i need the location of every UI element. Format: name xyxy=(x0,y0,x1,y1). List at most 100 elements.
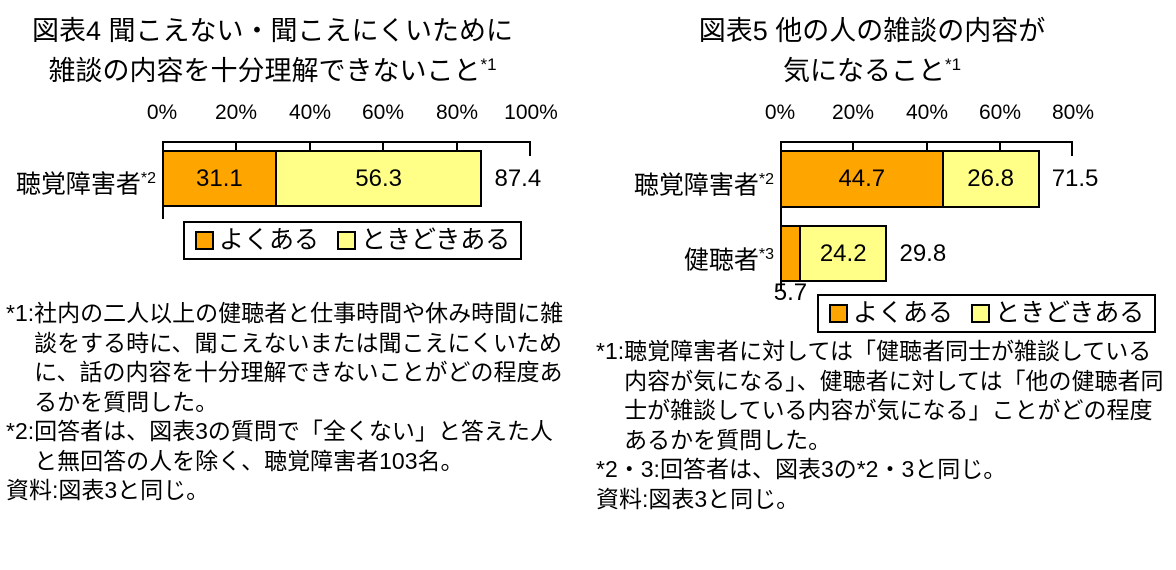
axis-tick-label: 80% xyxy=(1051,101,1095,124)
category-text: 聴覚障害者 xyxy=(633,171,759,200)
title-superscript: *1 xyxy=(944,55,962,74)
figure5-category-label-kenchou: 健聴者*3 xyxy=(594,240,774,275)
figure5-axis-labels: 0% 20% 40% 60% 80% xyxy=(765,101,1094,127)
footnote-source: 資料: 図表3と同じ。 xyxy=(6,476,572,506)
bar-segment-tokidoki: 26.8 xyxy=(941,150,1040,208)
axis-tick-label: 100% xyxy=(504,101,558,124)
footnote-text: 回答者は、図表3の質問で「全くない」と答えた人と無回答の人を除く、聴覚障害者10… xyxy=(34,418,553,474)
category-superscript: *3 xyxy=(758,246,774,263)
figure4-legend: よくある ときどきある xyxy=(183,221,523,260)
title-text: 図表4 聞こえない・聞こえにくいために xyxy=(32,16,513,46)
title-text: 図表5 他の人の雑談の内容が xyxy=(698,16,1046,46)
title-superscript: *1 xyxy=(480,55,497,74)
axis-end-tick xyxy=(529,143,531,156)
footnote-2-3: *2・3: 回答者は、図表3の*2・3と同じ。 xyxy=(596,455,1174,485)
figure4-value-axis-line xyxy=(162,141,531,156)
legend-swatch-yellow-icon xyxy=(337,231,357,250)
footnote-label: *2: xyxy=(6,418,35,444)
footnote-label: *1: xyxy=(6,300,35,326)
footnote-1: *1: 聴覚障害者に対しては「健聴者同士が雑談している内容が気になる」、健聴者に対… xyxy=(596,337,1174,455)
segment-value-label: 24.2 xyxy=(819,239,867,267)
legend-item-yokuaru: よくある xyxy=(829,299,953,328)
axis-tick xyxy=(308,143,311,151)
footnote-2: *2: 回答者は、図表3の質問で「全くない」と答えた人と無回答の人を除く、聴覚障害… xyxy=(6,417,572,476)
footnote-label: *2・3: xyxy=(596,456,660,482)
legend-label: ときどきある xyxy=(361,226,511,254)
figure5-value-axis-line xyxy=(780,141,1073,156)
category-text: 健聴者 xyxy=(683,246,759,275)
figure5-category-label-choukaku: 聴覚障害者*2 xyxy=(594,165,774,200)
category-superscript: *2 xyxy=(758,171,774,188)
footnote-label: *1: xyxy=(596,338,625,364)
figure5-bar-choukaku: 44.7 26.8 71.5 xyxy=(780,150,1098,208)
footnote-label: 資料: xyxy=(6,477,59,503)
legend-label: よくある xyxy=(853,299,954,327)
title-text: 気になること xyxy=(782,56,945,86)
axis-tick-label: 80% xyxy=(435,101,479,124)
segment-value-label-below: 5.7 xyxy=(773,279,808,306)
total-value-label: 71.5 xyxy=(1051,165,1099,192)
total-value-label: 29.8 xyxy=(899,239,947,267)
footnote-text: 回答者は、図表3の*2・3と同じ。 xyxy=(659,456,1007,482)
figure5-legend: よくある ときどきある xyxy=(817,294,1157,333)
legend-label: よくある xyxy=(219,226,320,254)
figure4-title: 図表4 聞こえない・聞こえにくいために 雑談の内容を十分理解できないこと*1 xyxy=(0,14,545,88)
legend-swatch-yellow-icon xyxy=(971,304,991,323)
figure5-category-axis-line xyxy=(780,141,782,290)
footnote-text: 社内の二人以上の健聴者と仕事時間や休み時間に雑談をする時に、聞こえないまたは聞こ… xyxy=(34,300,564,415)
footnote-source: 資料: 図表3と同じ。 xyxy=(596,485,1174,515)
segment-value-label: 56.3 xyxy=(355,164,402,192)
bar-segment-tokidoki: 56.3 xyxy=(274,150,483,207)
title-text: 雑談の内容を十分理解できないこと xyxy=(48,56,481,86)
figure4-footnotes: *1: 社内の二人以上の健聴者と仕事時間や休み時間に雑談をする時に、聞こえないまた… xyxy=(6,299,572,506)
figure4-title-line1: 図表4 聞こえない・聞こえにくいために xyxy=(0,14,545,48)
footnote-text: 図表3と同じ。 xyxy=(648,485,800,512)
figure5-title-line1: 図表5 他の人の雑談の内容が xyxy=(594,14,1150,48)
axis-tick xyxy=(852,143,855,151)
axis-tick xyxy=(998,143,1001,151)
axis-tick-label: 0% xyxy=(146,101,178,124)
axis-tick xyxy=(925,143,928,151)
footnote-1: *1: 社内の二人以上の健聴者と仕事時間や休み時間に雑談をする時に、聞こえないまた… xyxy=(6,299,572,417)
figure5-bar-kenchou: 5.7 24.2 29.8 xyxy=(774,225,947,306)
legend-swatch-orange-icon xyxy=(195,231,214,250)
figure4-axis-labels: 0% 20% 40% 60% 80% 100% xyxy=(147,101,558,127)
footnote-label: 資料: xyxy=(596,485,649,512)
bar-segment-yokuaru: 31.1 xyxy=(162,150,277,207)
bar-segment-yokuaru: 44.7 xyxy=(780,150,944,208)
figure-4: 図表4 聞こえない・聞こえにくいために 雑談の内容を十分理解できないこと*1 0… xyxy=(0,0,578,570)
category-superscript: *2 xyxy=(140,170,156,187)
total-value-label: 87.4 xyxy=(494,164,542,192)
figure4-bar-choukaku: 31.1 56.3 87.4 xyxy=(162,150,541,207)
axis-tick-label: 60% xyxy=(978,101,1022,124)
bar-segment-yokuaru: 5.7 xyxy=(774,225,807,306)
legend-item-yokuaru: よくある xyxy=(195,226,319,255)
axis-tick-label: 0% xyxy=(764,101,796,124)
legend-swatch-orange-icon xyxy=(829,304,848,323)
axis-tick xyxy=(234,143,237,151)
footnote-text: 図表3と同じ。 xyxy=(58,477,210,503)
axis-tick xyxy=(382,143,385,151)
figure4-title-line2: 雑談の内容を十分理解できないこと*1 xyxy=(0,48,545,88)
legend-item-tokidoki: ときどきある xyxy=(971,299,1144,328)
footnote-text: 聴覚障害者に対しては「健聴者同士が雑談している内容が気になる」、健聴者に対しては… xyxy=(624,338,1164,453)
legend-label: ときどきある xyxy=(995,299,1145,327)
segment-value-label: 31.1 xyxy=(196,164,243,192)
figure5-title: 図表5 他の人の雑談の内容が 気になること*1 xyxy=(594,14,1150,88)
figure5-footnotes: *1: 聴覚障害者に対しては「健聴者同士が雑談している内容が気になる」、健聴者に対… xyxy=(596,337,1174,514)
axis-tick xyxy=(456,143,459,151)
category-text: 聴覚障害者 xyxy=(15,170,141,199)
axis-tick-label: 40% xyxy=(905,101,949,124)
axis-tick-label: 40% xyxy=(288,101,332,124)
bar-segment-tokidoki: 24.2 xyxy=(798,225,888,282)
segment-value-label: 44.7 xyxy=(838,165,886,192)
segment-value-label: 26.8 xyxy=(967,165,1014,192)
figure4-category-label: 聴覚障害者*2 xyxy=(0,164,156,199)
axis-tick-label: 20% xyxy=(214,101,258,124)
axis-tick-label: 20% xyxy=(831,101,875,124)
figure-5: 図表5 他の人の雑談の内容が 気になること*1 0% 20% 40% 60% 8… xyxy=(594,0,1176,570)
axis-tick-label: 60% xyxy=(361,101,405,124)
legend-item-tokidoki: ときどきある xyxy=(337,226,510,255)
figure5-title-line2: 気になること*1 xyxy=(594,48,1150,88)
